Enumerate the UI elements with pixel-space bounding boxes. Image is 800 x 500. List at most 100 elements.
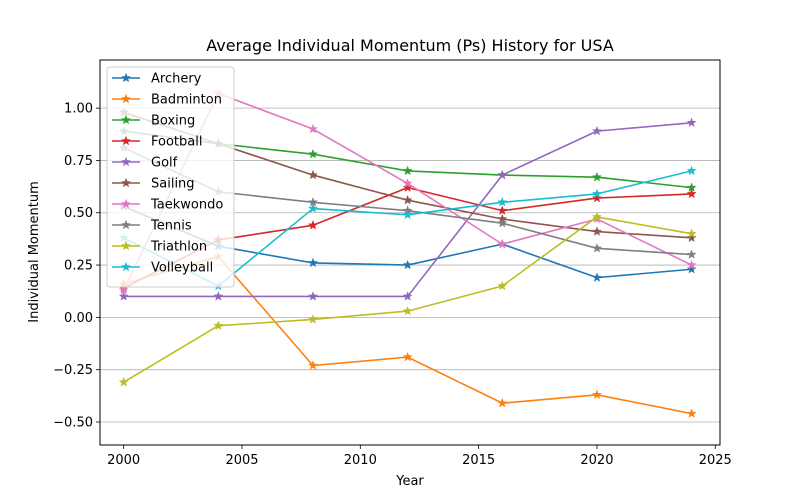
- data-point-triathlon: [307, 314, 319, 324]
- x-tick-label: 2025: [699, 453, 732, 468]
- data-point-golf: [213, 291, 224, 301]
- data-point-taekwondo: [402, 178, 413, 188]
- data-point-archery: [402, 259, 413, 270]
- data-point-football: [307, 219, 319, 230]
- legend-marker: [120, 219, 132, 230]
- data-point-boxing: [307, 148, 319, 159]
- data-point-tennis: [591, 242, 603, 253]
- y-tick-label: 0.00: [64, 311, 93, 326]
- data-point-golf: [307, 291, 319, 301]
- data-point-sailing: [686, 232, 697, 243]
- legend-label: Taekwondo: [150, 198, 223, 213]
- legend-marker: [120, 240, 132, 251]
- data-point-sailing: [591, 226, 603, 236]
- data-point-golf: [686, 117, 697, 128]
- legend-label: Triathlon: [150, 240, 207, 255]
- data-point-triathlon: [213, 320, 224, 331]
- legend-item-volleyball: Volleyball: [112, 261, 213, 276]
- data-point-badminton: [686, 408, 697, 418]
- data-point-boxing: [402, 165, 413, 176]
- data-point-golf: [591, 125, 603, 136]
- data-point-volleyball: [307, 203, 319, 213]
- data-point-volleyball: [686, 165, 697, 176]
- data-point-taekwondo: [307, 123, 319, 134]
- x-axis-title: Year: [395, 474, 424, 489]
- series-triathlon: [118, 211, 697, 387]
- data-point-taekwondo: [118, 284, 129, 295]
- chart-title: Average Individual Momentum (Ps) History…: [206, 36, 614, 55]
- legend-item-triathlon: Triathlon: [112, 240, 207, 255]
- legend-item-football: Football: [112, 135, 202, 150]
- data-point-football: [686, 188, 697, 199]
- x-tick-label: 2005: [225, 453, 258, 468]
- y-tick-label: 0.75: [64, 154, 93, 169]
- series-golf: [118, 117, 697, 301]
- x-tick-label: 2015: [462, 453, 495, 468]
- legend-label: Volleyball: [151, 261, 213, 276]
- data-point-volleyball: [402, 209, 413, 220]
- legend-box: [106, 66, 235, 288]
- data-point-badminton: [591, 389, 603, 400]
- data-point-badminton: [402, 351, 413, 362]
- y-tick-label: −0.50: [53, 415, 93, 430]
- legend: Archery Badminton Boxing Football Golf Sailin…: [106, 66, 235, 288]
- x-axis-ticks: 2000 2005 2010 2015 2020 2025: [107, 445, 732, 468]
- data-point-golf: [118, 291, 129, 301]
- y-tick-label: 0.50: [64, 206, 93, 221]
- data-point-taekwondo: [497, 238, 508, 249]
- plot-frame: [99, 59, 721, 446]
- legend-label: Badminton: [151, 93, 222, 108]
- legend-label: Tennis: [150, 219, 192, 234]
- data-point-sailing: [307, 169, 319, 180]
- data-point-golf: [497, 169, 508, 180]
- data-point-badminton: [497, 397, 508, 408]
- data-point-tennis: [497, 217, 508, 228]
- legend-marker: [120, 198, 132, 209]
- data-point-triathlon: [402, 305, 413, 316]
- data-point-volleyball: [591, 188, 603, 199]
- y-tick-label: −0.25: [53, 363, 93, 378]
- data-point-volleyball: [497, 196, 508, 207]
- y-axis-title: Individual Momentum: [27, 181, 42, 323]
- data-point-football: [591, 192, 603, 203]
- data-point-triathlon: [118, 376, 129, 387]
- legend-marker: [120, 261, 132, 272]
- data-point-archery: [591, 272, 603, 282]
- data-point-tennis: [686, 249, 697, 259]
- data-point-triathlon: [497, 280, 508, 291]
- x-tick-label: 2020: [580, 453, 613, 468]
- legend-label: Boxing: [151, 114, 195, 129]
- legend-item-taekwondo: Taekwondo: [112, 198, 223, 213]
- y-axis-ticks: −0.50 −0.25 0.00 0.25 0.50 0.75 1.00: [53, 102, 100, 430]
- data-point-archery: [686, 263, 697, 274]
- data-point-archery: [307, 257, 319, 268]
- legend-marker: [120, 93, 132, 104]
- legend-marker: [120, 72, 132, 83]
- legend-item-boxing: Boxing: [112, 114, 195, 129]
- legend-marker: [120, 177, 132, 188]
- data-point-taekwondo: [686, 259, 697, 270]
- y-tick-label: 0.25: [64, 259, 93, 274]
- data-point-badminton: [307, 360, 319, 370]
- legend-label: Archery: [151, 72, 202, 87]
- data-point-triathlon: [686, 228, 697, 238]
- legend-marker: [120, 135, 132, 146]
- legend-item-sailing: Sailing: [112, 177, 195, 192]
- legend-item-archery: Archery: [112, 72, 202, 87]
- legend-label: Golf: [151, 156, 178, 171]
- data-point-boxing: [591, 171, 603, 182]
- x-tick-label: 2010: [344, 453, 377, 468]
- legend-item-tennis: Tennis: [112, 219, 192, 234]
- data-point-triathlon: [591, 211, 603, 222]
- legend-marker: [120, 114, 132, 125]
- x-tick-label: 2000: [107, 453, 140, 468]
- legend-item-badminton: Badminton: [112, 93, 222, 108]
- y-tick-label: 1.00: [64, 102, 93, 117]
- data-point-sailing: [402, 194, 413, 205]
- legend-label: Sailing: [151, 177, 195, 192]
- legend-item-golf: Golf: [112, 156, 178, 171]
- legend-marker: [120, 156, 132, 167]
- data-point-golf: [402, 291, 413, 301]
- legend-label: Football: [151, 135, 202, 150]
